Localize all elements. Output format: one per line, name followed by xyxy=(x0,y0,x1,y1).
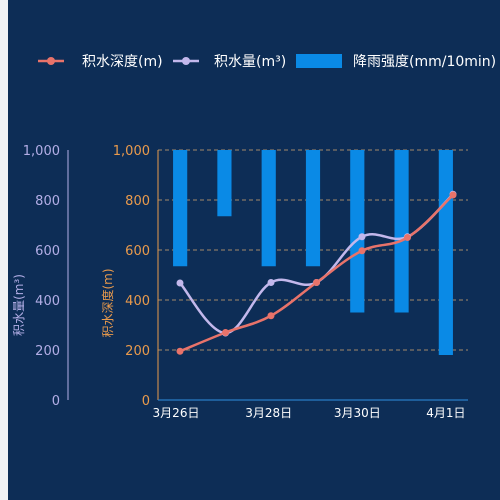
legend-marker-icon xyxy=(47,57,55,65)
depth-point xyxy=(176,347,184,355)
depth-tick-label: 400 xyxy=(125,294,150,309)
volume-tick-label: 600 xyxy=(35,244,60,259)
depth-tick-label: 200 xyxy=(125,344,150,359)
depth-tick-label: 800 xyxy=(125,194,150,209)
rain-bar xyxy=(394,150,409,313)
x-tick-label: 3月30日 xyxy=(334,406,381,420)
rain-bar xyxy=(173,150,188,267)
rain-bar xyxy=(217,150,232,217)
depth-point xyxy=(222,329,229,336)
depth-point xyxy=(404,234,411,241)
legend-marker-icon xyxy=(182,57,190,65)
rain-bar xyxy=(438,150,453,355)
volume-tick-label: 200 xyxy=(35,344,60,359)
x-tick-label: 4月1日 xyxy=(426,406,465,420)
legend-label: 积水量(m³) xyxy=(214,54,286,70)
legend-label: 降雨强度(mm/10min) xyxy=(353,54,496,70)
chart-panel: 0 200 400 600 800 1,000 0 200 400 600 800 1,000 3月26… xyxy=(8,0,500,500)
depth-tick-label: 600 xyxy=(125,244,150,259)
legend-label: 积水深度(m) xyxy=(82,54,163,70)
volume-tick-label: 400 xyxy=(35,294,60,309)
volume-axis-title: 积水量(m³) xyxy=(12,274,26,336)
volume-point xyxy=(267,279,275,286)
rain-bar xyxy=(350,150,365,313)
x-tick-label: 3月28日 xyxy=(245,406,292,420)
volume-point xyxy=(358,233,366,241)
volume-tick-label: 0 xyxy=(52,394,60,409)
depth-tick-label: 0 xyxy=(142,394,150,409)
depth-point xyxy=(267,312,275,320)
volume-tick-label: 800 xyxy=(35,194,60,209)
depth-point xyxy=(358,247,366,255)
depth-point xyxy=(313,279,320,286)
combo-chart: 0 200 400 600 800 1,000 0 200 400 600 800 1,000 3月26… xyxy=(12,54,496,420)
legend-bar-icon xyxy=(296,54,342,68)
rain-bar xyxy=(305,150,321,267)
depth-point xyxy=(449,191,457,199)
volume-tick-label: 1,000 xyxy=(23,144,60,159)
x-tick-label: 3月26日 xyxy=(153,406,200,420)
depth-axis-title: 积水深度(m) xyxy=(100,268,115,337)
depth-tick-label: 1,000 xyxy=(113,144,150,159)
volume-point xyxy=(176,279,184,287)
rain-bar xyxy=(261,150,276,267)
